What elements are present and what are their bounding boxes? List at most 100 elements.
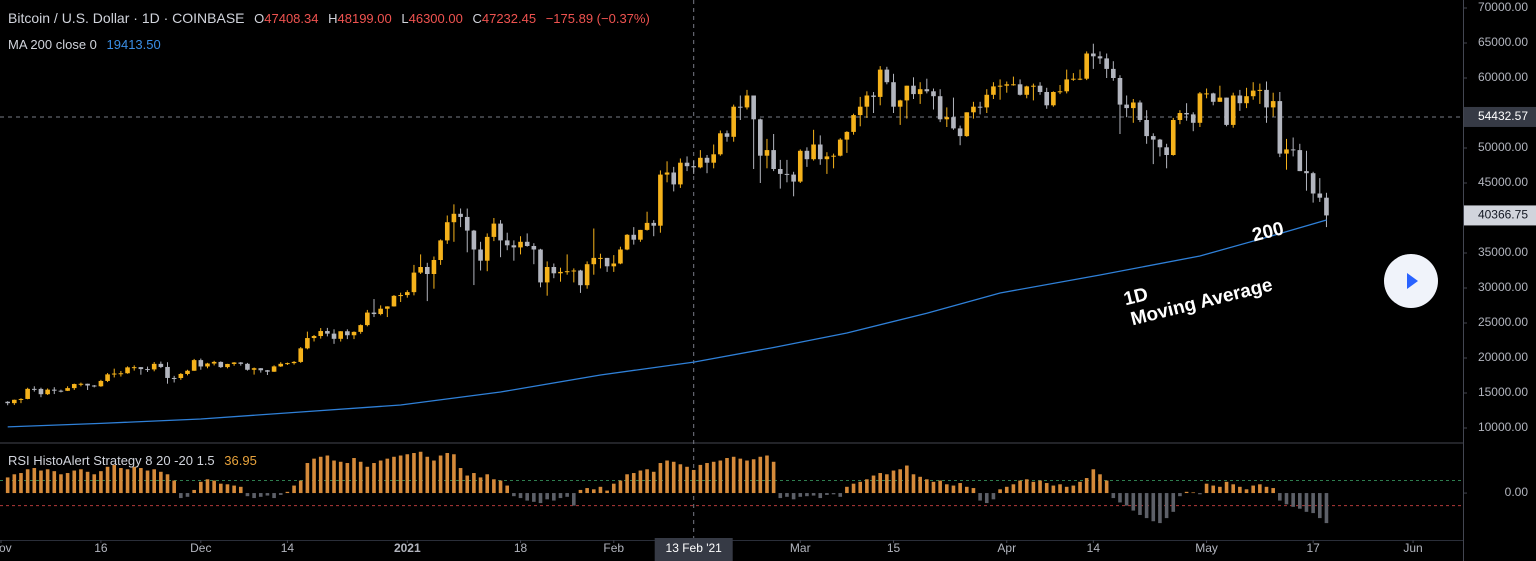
histogram-bar [265, 493, 270, 496]
candle-body [1210, 93, 1216, 102]
histogram-bar [305, 463, 310, 494]
candle-body [185, 370, 190, 374]
histogram-bar [1218, 486, 1222, 494]
candle-body [1031, 85, 1036, 87]
histogram-bar [125, 469, 130, 494]
histogram-bar [99, 471, 103, 494]
histogram-bar [165, 474, 170, 494]
ohlc-label: H [328, 11, 338, 26]
histogram-bar [1271, 488, 1275, 494]
price-pane [5, 43, 1329, 428]
histogram-bar [152, 469, 156, 494]
histogram-bar [1211, 485, 1216, 494]
histogram-bar [458, 468, 463, 494]
histogram-bar [119, 468, 123, 494]
y-tick-label: 45000.00 [1478, 175, 1528, 189]
candle-body [65, 388, 70, 391]
histogram-bar [1317, 493, 1322, 519]
histogram-bar [1258, 484, 1262, 494]
histogram-bar [552, 493, 556, 501]
candle-body [231, 362, 237, 364]
candle-body [338, 331, 343, 339]
candle-body [511, 245, 517, 248]
histogram-bar [898, 469, 902, 494]
candle-body [1084, 53, 1089, 79]
candle-body [797, 150, 803, 182]
candle-body [1064, 79, 1069, 92]
histogram-bar [1038, 480, 1042, 494]
histogram-bar [911, 474, 916, 494]
histogram-bar [578, 489, 583, 494]
candle-body [1290, 149, 1296, 151]
histogram-bar [1158, 493, 1162, 524]
histogram-bar [978, 493, 982, 501]
play-button[interactable] [1384, 254, 1438, 308]
histogram-bar [285, 491, 290, 494]
rsi-name: RSI HistoAlert Strategy 8 20 -20 1.5 [8, 453, 215, 468]
candle-body [711, 154, 716, 163]
histogram-bar [1098, 474, 1102, 494]
histogram-bar [92, 474, 97, 494]
y-tick-label: 50000.00 [1478, 140, 1528, 154]
histogram-bar [65, 473, 70, 494]
candle-body [464, 216, 470, 231]
histogram-bar [338, 461, 343, 494]
candle-body [1057, 91, 1063, 93]
candle-body [1230, 95, 1236, 125]
candle-body [764, 150, 770, 156]
x-tick-label: 14 [1087, 541, 1101, 555]
candle-body [984, 94, 990, 108]
candle-body [258, 368, 264, 371]
candle-body [1091, 53, 1096, 57]
candle-body [698, 157, 703, 168]
histogram-bar [1231, 484, 1236, 494]
candle-body [777, 169, 783, 174]
histogram-bar [1104, 480, 1109, 494]
histogram-bar [611, 483, 616, 494]
candle-body [1317, 193, 1323, 198]
play-icon [1407, 273, 1418, 289]
histogram-bar [5, 477, 10, 494]
candle-body [145, 369, 150, 371]
histogram-bar [1011, 484, 1016, 494]
histogram-bar [172, 480, 176, 494]
ma-legend: MA 200 close 0 19413.50 [8, 37, 161, 52]
histogram-bar [925, 479, 929, 494]
candle-body [251, 368, 257, 370]
candle-body [1190, 114, 1196, 123]
candle-body [85, 383, 90, 386]
candle-body [771, 150, 776, 170]
candle-body [71, 384, 77, 389]
histogram-bar [398, 455, 403, 494]
candle-body [738, 106, 743, 108]
histogram-bar [885, 474, 889, 494]
candle-body [837, 139, 843, 156]
candle-body [631, 234, 637, 240]
candle-body [1017, 84, 1023, 95]
candle-body [937, 96, 943, 120]
play-triangle [1407, 273, 1418, 289]
candle-body [484, 236, 490, 261]
y-tick-label: 60000.00 [1478, 70, 1528, 84]
candle-body [1217, 97, 1223, 102]
histogram-bar [1018, 480, 1022, 494]
y-tick-label: 70000.00 [1478, 0, 1528, 14]
x-tick-label: Jun [1403, 541, 1422, 555]
histogram-bar [372, 463, 376, 494]
x-tick-label: 15 [887, 541, 901, 555]
histogram-bar [905, 465, 909, 494]
candle-body [25, 388, 30, 399]
histogram-bar [778, 493, 783, 499]
candle-body [684, 162, 690, 167]
candle-body [138, 367, 144, 370]
histogram-bar [791, 493, 796, 500]
candle-body [624, 234, 630, 250]
candle-body [278, 363, 284, 367]
y-tick-label: 20000.00 [1478, 350, 1528, 364]
histogram-bar [452, 454, 456, 494]
candle-body [451, 213, 457, 223]
histogram-bar [12, 474, 17, 494]
candle-body [331, 333, 337, 339]
histogram-bar [112, 464, 117, 494]
candle-body [178, 373, 184, 379]
